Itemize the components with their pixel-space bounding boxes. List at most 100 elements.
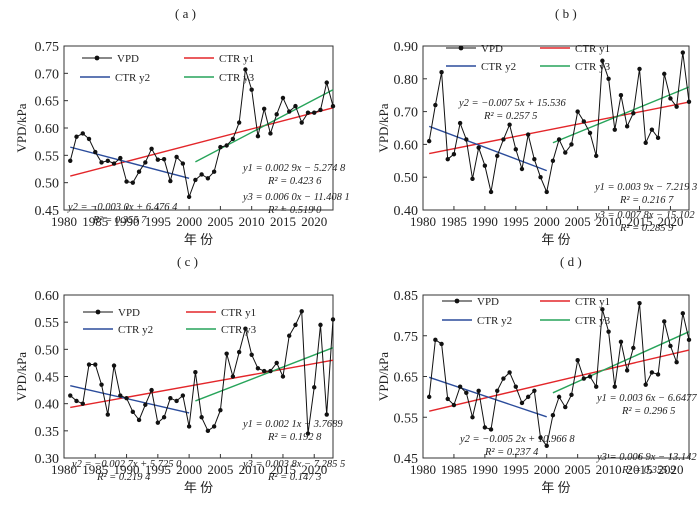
x-tick-label: 2020 [301,214,327,229]
x-tick-label: 2005 [207,462,233,477]
legend-entry: CTR y3 [184,72,255,84]
vpd-point [193,177,198,183]
y-tick-label: 0.80 [394,73,419,88]
vpd-point [149,146,154,151]
vpd-point [581,376,587,381]
x-tick-label: 1990 [114,462,140,477]
vpd-point [507,122,512,127]
vpd-point [111,161,117,166]
vpd-point [575,109,580,114]
vpd-point [624,368,630,373]
vpd-point [105,158,110,163]
y-axis-label: VPD/kPa [376,103,391,152]
vpd-point [538,175,543,180]
vpd-point [550,413,556,418]
regression-annotation: y2 = −0.003 0x + 6.476 4 [67,202,178,213]
x-tick-label: 1980 [410,214,436,229]
regression-annotation: y3 = 0.003 8x − 7.285 5 [242,459,345,470]
vpd-point [324,80,329,85]
regression-annotation: y1 = 0.002 9x − 5.274 8 [242,163,346,174]
legend-label: CTR y2 [118,324,153,336]
legend-label: VPD [481,43,503,55]
x-tick-label: 2020 [657,462,683,477]
x-tick-label: 2020 [657,214,683,229]
legend-entry: CTR y1 [540,296,610,308]
vpd-point [457,120,463,126]
vpd-point [211,424,217,429]
x-tick-label: 2010 [596,462,622,477]
vpd-point [680,311,686,316]
legend-label: CTR y3 [221,324,257,336]
vpd-point [575,358,580,363]
x-axis-label: 年 份 [541,232,570,247]
vpd-point [136,169,142,174]
x-tick-label: 2010 [239,462,265,477]
vpd-point [186,424,192,429]
vpd-point [495,153,500,159]
vpd-point [674,104,679,109]
vpd-point [130,180,136,185]
vpd-point [105,412,110,417]
vpd-point [544,189,549,195]
vpd-point [674,360,679,365]
y-tick-label: 0.75 [35,40,60,55]
vpd-point [305,110,311,115]
vpd-point [439,341,444,347]
y-axis-label: VPD/kPa [14,103,29,152]
legend-label: CTR y2 [477,315,512,327]
vpd-point [581,119,587,124]
x-tick-label: 2015 [627,214,653,229]
vpd-point [80,131,85,136]
regression-annotation: y1 = 0.003 9x − 7.219 3 [594,182,697,193]
legend-entry: CTR y2 [442,315,512,327]
vpd-point [261,368,267,374]
chart-panel: ( b ) 0.40 0.50 0.60 0.70 0.80 0.90 1980 1985 199… [376,6,697,247]
x-tick-label: 1985 [441,214,467,229]
legend-label: CTR y2 [481,61,516,73]
vpd-point [563,404,568,410]
vpd-point [643,140,648,145]
vpd-point [525,132,531,137]
vpd-point [168,396,173,401]
x-tick-label: 1990 [472,462,498,477]
vpd-point [587,130,593,136]
vpd-point [445,156,450,162]
vpd-point [668,96,673,101]
vpd-point [525,394,531,400]
vpd-point [293,103,298,109]
legend-marker [454,298,460,304]
vpd-point [594,384,599,389]
vpd-point [556,394,562,400]
vpd-point [124,396,129,401]
vpd-point [143,160,148,165]
vpd-point [99,382,104,387]
legend-entry: CTR y1 [186,307,256,319]
vpd-point [680,50,686,55]
x-tick-label: 2015 [270,214,296,229]
regression-annotation: R² = 0.296 5 [621,406,675,417]
vpd-point [495,388,500,393]
trend-line-ctr-y2 [70,385,190,414]
vpd-point [180,161,186,166]
y-tick-label: 0.65 [35,95,60,110]
legend-marker [458,45,464,51]
vpd-point [655,372,661,377]
panel-label: ( b ) [555,6,577,21]
legend-marker [95,309,101,315]
vpd-point [606,329,611,334]
vpd-point [464,390,469,395]
vpd-point [111,363,117,368]
vpd-point [618,339,624,345]
x-axis-label: 年 份 [184,232,213,247]
vpd-point [544,443,549,448]
legend-label: CTR y1 [575,296,610,308]
y-tick-label: 0.50 [35,343,60,358]
vpd-point [287,333,292,338]
vpd-point [99,160,104,165]
vpd-point [293,322,298,328]
vpd-point [426,394,432,400]
regression-annotation: y3 = 0.006 0x − 11.408 1 [242,192,350,203]
x-tick-label: 1980 [51,214,77,229]
vpd-point [470,415,475,420]
